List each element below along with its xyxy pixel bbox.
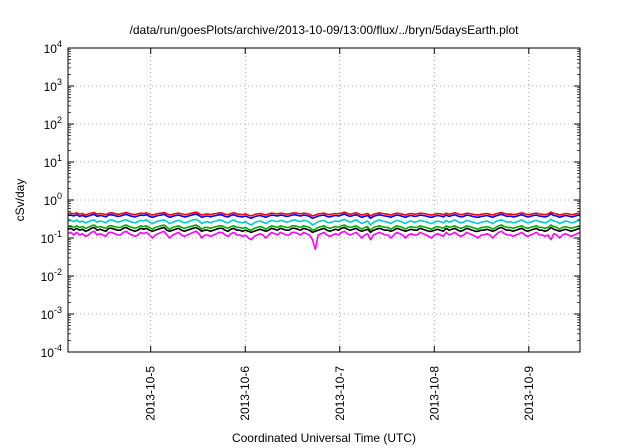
y-tick-base: 10 (41, 232, 55, 246)
series-line (67, 211, 581, 217)
y-tick-exponent: 2 (57, 115, 62, 125)
x-tick-label: 2013-10-5 (144, 366, 158, 421)
y-tick-exponent: -3 (54, 305, 62, 315)
series-line (67, 218, 581, 226)
y-tick-label: 10-2 (41, 267, 62, 284)
y-tick-base: 10 (41, 270, 55, 284)
ticks (68, 47, 580, 353)
y-tick-base: 10 (44, 156, 58, 170)
y-tick-label: 104 (44, 39, 62, 56)
y-tick-exponent: -4 (54, 343, 62, 353)
series-line (67, 226, 581, 234)
y-tick-base: 10 (41, 346, 55, 360)
y-tick-label: 10-1 (41, 229, 62, 246)
y-tick-label: 102 (44, 115, 62, 132)
y-axis-title: cSv/day (13, 179, 27, 222)
chart-title: /data/run/goesPlots/archive/2013-10-09/1… (130, 23, 520, 37)
x-tick-labels: 2013-10-5 2013-10-6 2013-10-7 2013-10-8 2013… (144, 366, 536, 421)
y-tick-exponent: 0 (57, 191, 62, 201)
series-line (67, 230, 581, 251)
y-tick-base: 10 (41, 308, 55, 322)
series-layer (67, 211, 581, 251)
x-tick-label: 2013-10-6 (238, 366, 252, 421)
y-tick-exponent: 4 (57, 39, 62, 49)
series-line (67, 224, 581, 231)
y-tick-base: 10 (44, 42, 58, 56)
y-tick-label: 10-3 (41, 305, 62, 322)
y-tick-exponent: -2 (54, 267, 62, 277)
x-tick-label: 2013-10-8 (427, 366, 441, 421)
y-tick-base: 10 (44, 118, 58, 132)
y-tick-base: 10 (44, 194, 58, 208)
y-tick-label: 100 (44, 191, 62, 208)
y-tick-exponent: 1 (57, 153, 62, 163)
y-tick-label: 101 (44, 153, 62, 170)
y-tick-label: 103 (44, 77, 62, 94)
grid (68, 48, 580, 352)
x-tick-label: 2013-10-9 (522, 366, 536, 421)
y-tick-exponent: -1 (54, 229, 62, 239)
y-tick-exponent: 3 (57, 77, 62, 87)
x-axis-title: Coordinated Universal Time (UTC) (232, 431, 416, 445)
x-tick-label: 2013-10-7 (333, 366, 347, 421)
y-tick-label: 10-4 (41, 343, 62, 360)
y-tick-base: 10 (44, 80, 58, 94)
series-line (67, 213, 581, 220)
